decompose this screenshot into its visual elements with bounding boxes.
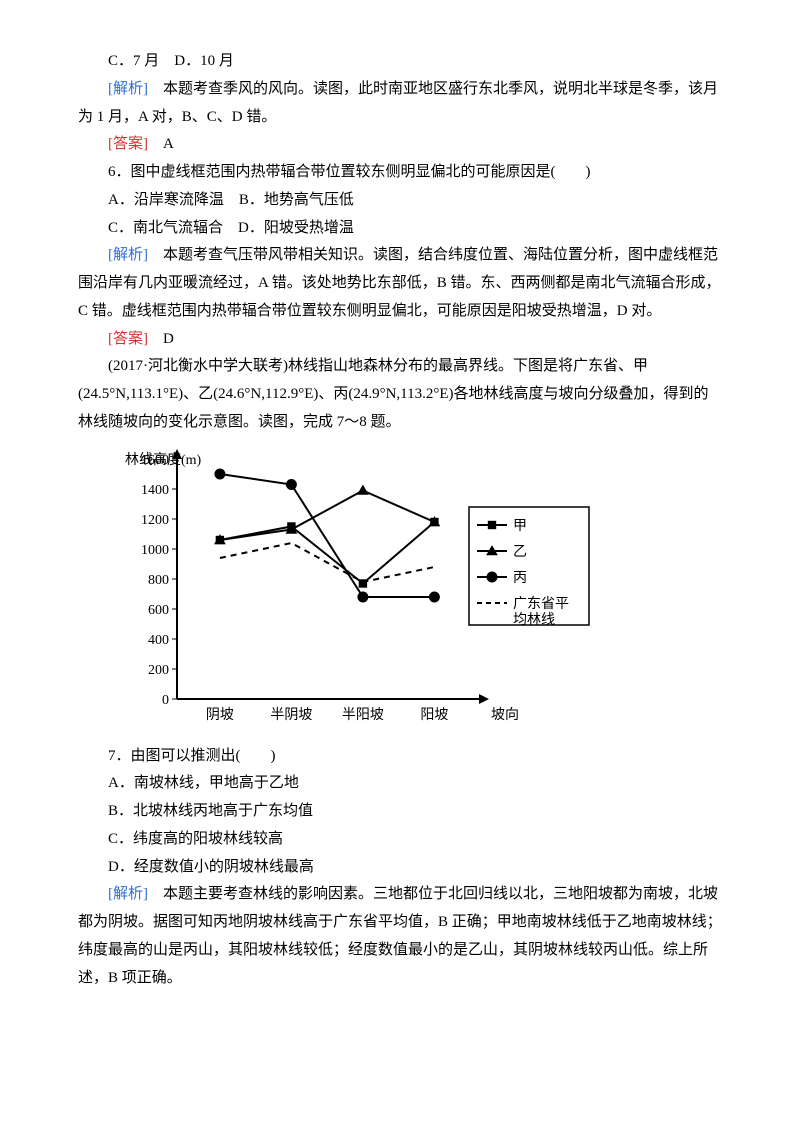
page-root: C．7 月 D．10 月 [解析] 本题考查季风的风向。读图，此时南亚地区盛行东… bbox=[0, 0, 800, 1040]
line-chart: 林线高度(m)02004006008001000120014001600阴坡半阴… bbox=[113, 447, 603, 737]
q6-options-ab: A．沿岸寒流降温 B．地势高气压低 bbox=[78, 187, 722, 215]
q6-analysis-text: 本题考查气压带风带相关知识。读图，结合纬度位置、海陆位置分析，图中虚线框范围沿岸… bbox=[78, 247, 721, 319]
analysis-label: [解析] bbox=[108, 81, 148, 97]
svg-text:丙: 丙 bbox=[513, 571, 527, 586]
answer-label: [答案] bbox=[108, 136, 148, 152]
q6-options-cd: C．南北气流辐合 D．阳坡受热增温 bbox=[78, 215, 722, 243]
svg-text:1600: 1600 bbox=[141, 453, 169, 468]
passage-7-8: (2017·河北衡水中学大联考)林线指山地森林分布的最高界线。下图是将广东省、甲… bbox=[78, 353, 722, 436]
svg-text:200: 200 bbox=[148, 663, 169, 678]
svg-text:600: 600 bbox=[148, 603, 169, 618]
q5-answer: [答案] A bbox=[78, 131, 722, 159]
q5-analysis: [解析] 本题考查季风的风向。读图，此时南亚地区盛行东北季风，说明北半球是冬季，… bbox=[78, 76, 722, 132]
svg-text:乙: 乙 bbox=[513, 544, 527, 560]
q6-answer-text: D bbox=[148, 331, 174, 347]
q7-stem: 7．由图可以推测出( ) bbox=[78, 743, 722, 771]
svg-text:阳坡: 阳坡 bbox=[420, 707, 448, 723]
svg-text:半阳坡: 半阳坡 bbox=[341, 707, 383, 723]
q7-option-c: C．纬度高的阳坡林线较高 bbox=[78, 826, 722, 854]
svg-text:0: 0 bbox=[162, 693, 169, 708]
analysis-label: [解析] bbox=[108, 886, 148, 902]
q5-option-d: D．10 月 bbox=[174, 53, 234, 69]
q7-option-b: B．北坡林线丙地高于广东均值 bbox=[78, 798, 722, 826]
q5-answer-text: A bbox=[148, 136, 174, 152]
svg-text:甲: 甲 bbox=[513, 519, 527, 534]
q6-analysis: [解析] 本题考查气压带风带相关知识。读图，结合纬度位置、海陆位置分析，图中虚线… bbox=[78, 242, 722, 325]
svg-text:均林线: 均林线 bbox=[513, 612, 555, 628]
q6-option-b: B．地势高气压低 bbox=[239, 192, 354, 208]
svg-text:1000: 1000 bbox=[141, 543, 169, 558]
analysis-label: [解析] bbox=[108, 247, 148, 263]
q6-stem: 6．图中虚线框范围内热带辐合带位置较东侧明显偏北的可能原因是( ) bbox=[78, 159, 722, 187]
q7-analysis: [解析] 本题主要考查林线的影响因素。三地都位于北回归线以北，三地阳坡都为南坡，… bbox=[78, 881, 722, 992]
q7-option-d: D．经度数值小的阴坡林线最高 bbox=[78, 854, 722, 882]
svg-text:1400: 1400 bbox=[141, 483, 169, 498]
q5-option-c-d: C．7 月 D．10 月 bbox=[78, 48, 722, 76]
q7-analysis-text: 本题主要考查林线的影响因素。三地都位于北回归线以北，三地阳坡都为南坡，北坡都为阴… bbox=[78, 886, 722, 985]
q5-analysis-text: 本题考查季风的风向。读图，此时南亚地区盛行东北季风，说明北半球是冬季，该月为 1… bbox=[78, 81, 718, 125]
answer-label: [答案] bbox=[108, 331, 148, 347]
q7-option-a: A．南坡林线，甲地高于乙地 bbox=[78, 770, 722, 798]
svg-text:阴坡: 阴坡 bbox=[205, 707, 233, 723]
svg-text:半阴坡: 半阴坡 bbox=[270, 707, 312, 723]
q6-option-a: A．沿岸寒流降温 bbox=[108, 192, 224, 208]
q5-option-c: C．7 月 bbox=[108, 53, 159, 69]
svg-text:800: 800 bbox=[148, 573, 169, 588]
q6-option-c: C．南北气流辐合 bbox=[108, 220, 223, 236]
svg-text:1200: 1200 bbox=[141, 513, 169, 528]
q6-option-d: D．阳坡受热增温 bbox=[238, 220, 354, 236]
q6-answer: [答案] D bbox=[78, 326, 722, 354]
svg-text:坡向: 坡向 bbox=[491, 707, 519, 723]
svg-text:广东省平: 广东省平 bbox=[513, 596, 569, 612]
svg-text:400: 400 bbox=[148, 633, 169, 648]
